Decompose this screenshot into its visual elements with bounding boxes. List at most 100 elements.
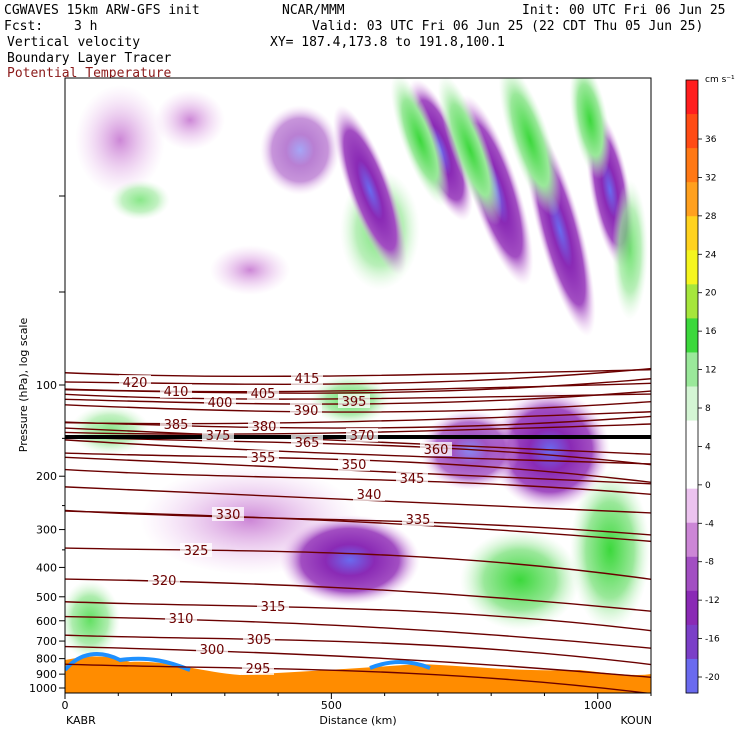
theta-contour-350 [65, 456, 651, 485]
valid-time: Valid: 03 UTC Fri 06 Jun 25 (22 CDT Thu … [312, 19, 704, 34]
y-axis-label: Pressure (hPa), log scale [17, 318, 30, 453]
theta-label-400: 400 [208, 396, 233, 411]
theta-label-310: 310 [169, 612, 194, 627]
colorbar-tick-label: -20 [705, 673, 720, 683]
theta-label-370: 370 [350, 429, 375, 444]
colorbar-tick-label: -16 [705, 635, 720, 645]
theta-contour-345 [65, 468, 651, 496]
x-tick-label: 0 [62, 699, 69, 712]
y-tick-label: 1000 [29, 682, 57, 695]
colorbar-swatch [686, 420, 698, 456]
fcst-value: 3 h [74, 19, 98, 34]
theta-label-bg [396, 471, 428, 485]
colorbar-swatch [686, 182, 698, 217]
theta-label-345: 345 [400, 472, 425, 487]
theta-label-335: 335 [406, 513, 431, 528]
colorbar-swatch [686, 386, 698, 422]
theta-contour-335 [65, 509, 651, 536]
theta-label-320: 320 [152, 574, 177, 589]
theta-contour-395 [65, 393, 651, 400]
theta-label-305: 305 [247, 633, 272, 648]
theta-contour-325 [65, 547, 651, 580]
theta-label-315: 315 [261, 600, 286, 615]
x-tick-label: 500 [321, 699, 342, 712]
x-axis: 0 500 1000 [62, 693, 652, 712]
theta-label-330: 330 [216, 508, 241, 523]
theta-label-420: 420 [123, 376, 148, 391]
theta-contour-300 [65, 645, 651, 679]
colorbar-tick-label: -4 [705, 519, 714, 529]
colorbar-tick-label: 0 [705, 481, 711, 491]
colorbar-tick-label: 24 [705, 250, 717, 260]
theta-label-375: 375 [206, 429, 231, 444]
theta-label-380: 380 [252, 420, 277, 435]
y-tick-label: 700 [36, 635, 57, 648]
theta-label-bg [243, 632, 275, 646]
colorbar-tick-label: 16 [705, 327, 717, 337]
theta-label-bg [248, 419, 280, 433]
theta-label-bg [420, 442, 452, 456]
y-tick-label: 800 [36, 653, 57, 666]
colorbar-tick-label: 8 [705, 404, 711, 414]
colorbar-swatch [686, 658, 698, 694]
colorbar-tick-label: 28 [705, 212, 717, 222]
colorbar-tick-label: -8 [705, 558, 714, 568]
colorbar-tick-label: -12 [705, 596, 720, 606]
theta-label-bg [196, 642, 228, 656]
theta-label-350: 350 [342, 458, 367, 473]
theta-label-bg [202, 428, 234, 442]
y-tick-label: 600 [36, 615, 57, 628]
colorbar-swatch [686, 250, 698, 285]
theta-contour-390 [65, 400, 651, 413]
colorbar-swatch [686, 590, 698, 626]
theta-contour-380 [65, 415, 651, 429]
y-tick-label: 400 [36, 561, 57, 574]
colorbar-swatch [686, 624, 698, 660]
field-potential-temperature: Potential Temperature [7, 66, 172, 81]
colorbar-swatch [686, 522, 698, 558]
colorbar-units: cm s⁻¹ [705, 75, 735, 85]
colorbar-swatch [686, 556, 698, 592]
theta-label-390: 390 [294, 404, 319, 419]
theta-label-bg [160, 417, 192, 431]
colorbar-swatch [686, 352, 698, 387]
colorbar-swatch [686, 80, 698, 115]
theta-label-bg [346, 428, 378, 442]
theta-label-bg [402, 512, 434, 526]
theta-label-405: 405 [251, 387, 276, 402]
y-tick-label: 200 [36, 470, 57, 483]
theta-contour-320 [65, 578, 651, 612]
theta-label-bg [242, 661, 274, 675]
theta-contour-310 [65, 615, 651, 649]
colorbar-tick-label: 32 [705, 173, 716, 183]
theta-contour-410 [65, 378, 651, 394]
theta-label-360: 360 [424, 443, 449, 458]
theta-label-bg [338, 457, 370, 471]
theta-label-bg [338, 394, 370, 408]
right-station-label: KOUN [620, 714, 652, 727]
field-boundary-layer-tracer: Boundary Layer Tracer [7, 51, 172, 66]
y-tick-label: 300 [36, 524, 57, 537]
theta-label-bg [165, 611, 197, 625]
theta-label-bg [291, 371, 323, 385]
theta-contour-315 [65, 601, 651, 632]
theta-label-bg [290, 403, 322, 417]
colorbar-swatch [686, 216, 698, 251]
org-label: NCAR/MMM [282, 3, 345, 18]
colorbar: -20 -16 -12 -8 -4 0 4 8 12 16 20 24 28 32 36 [685, 79, 720, 694]
theta-label-bg [212, 507, 244, 521]
theta-label-bg [247, 386, 279, 400]
theta-contour-355 [65, 452, 651, 483]
colorbar-swatch [686, 148, 698, 183]
fcst-label: Fcst: [4, 19, 44, 34]
theta-contour-365 [65, 436, 651, 466]
theta-label-295: 295 [246, 662, 271, 677]
colorbar-tick-label: 36 [705, 135, 717, 145]
theta-contour-370 [65, 427, 651, 456]
y-tick-label: 900 [36, 668, 57, 681]
theta-label-bg [204, 395, 236, 409]
theta-contour-360 [65, 439, 651, 465]
theta-label-410: 410 [164, 385, 189, 400]
theta-label-365: 365 [295, 436, 320, 451]
